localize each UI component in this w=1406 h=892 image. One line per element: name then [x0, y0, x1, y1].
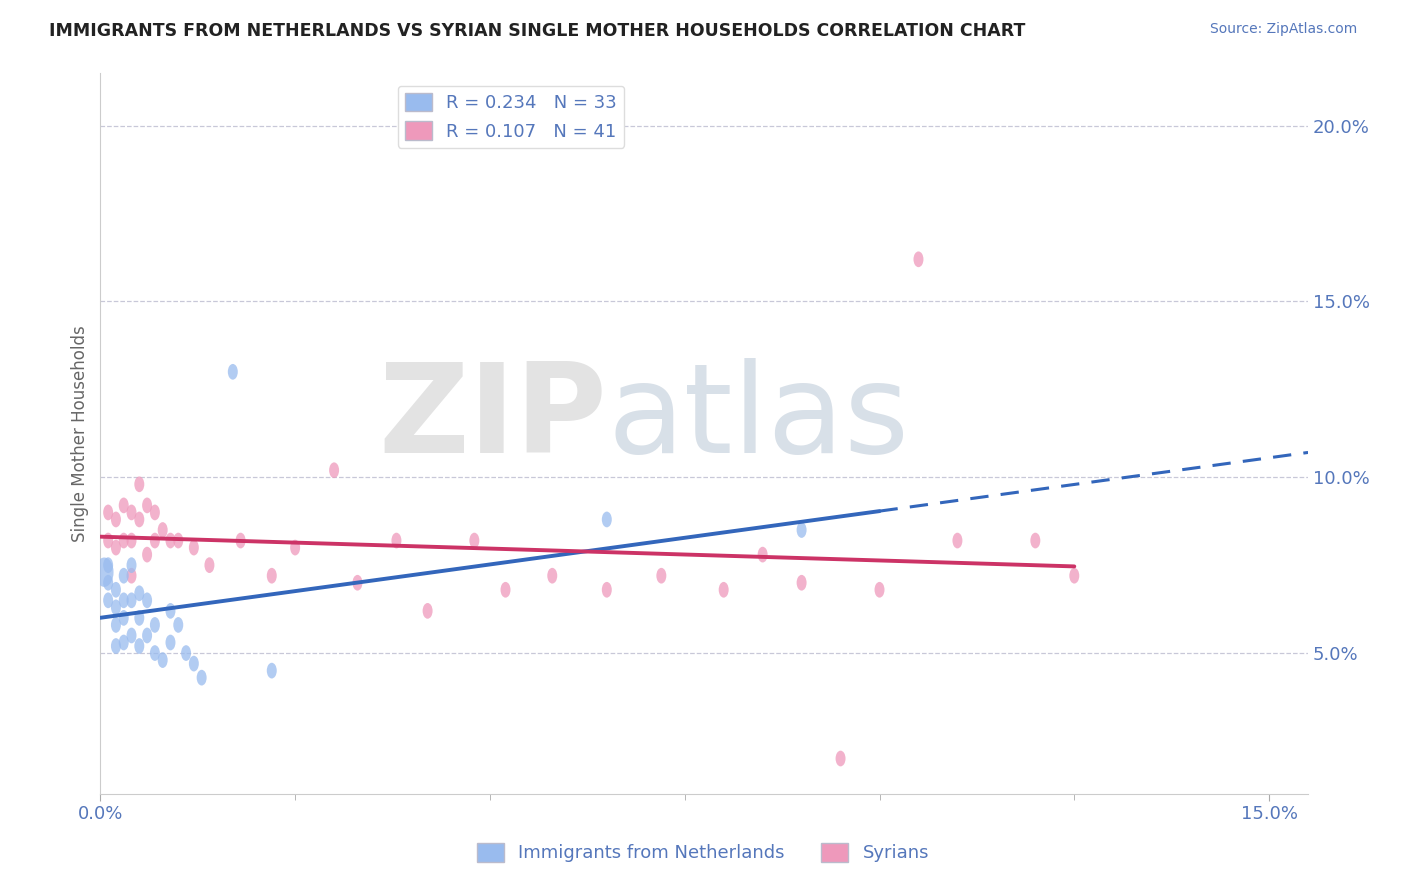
Ellipse shape: [135, 476, 145, 492]
Ellipse shape: [127, 558, 136, 573]
Ellipse shape: [875, 582, 884, 598]
Ellipse shape: [1070, 568, 1080, 583]
Ellipse shape: [111, 512, 121, 527]
Ellipse shape: [914, 252, 924, 268]
Text: ZIP: ZIP: [378, 359, 607, 479]
Ellipse shape: [181, 645, 191, 661]
Ellipse shape: [150, 505, 160, 520]
Ellipse shape: [353, 574, 363, 591]
Ellipse shape: [127, 533, 136, 549]
Ellipse shape: [329, 462, 339, 478]
Ellipse shape: [96, 558, 114, 587]
Ellipse shape: [547, 568, 557, 583]
Ellipse shape: [150, 645, 160, 661]
Ellipse shape: [127, 568, 136, 583]
Ellipse shape: [602, 582, 612, 598]
Ellipse shape: [1031, 533, 1040, 549]
Ellipse shape: [142, 628, 152, 643]
Ellipse shape: [103, 505, 112, 520]
Ellipse shape: [111, 617, 121, 632]
Ellipse shape: [228, 364, 238, 380]
Ellipse shape: [173, 617, 183, 632]
Ellipse shape: [173, 533, 183, 549]
Ellipse shape: [135, 638, 145, 654]
Ellipse shape: [423, 603, 433, 619]
Ellipse shape: [197, 670, 207, 686]
Ellipse shape: [718, 582, 728, 598]
Ellipse shape: [118, 634, 129, 650]
Ellipse shape: [142, 547, 152, 563]
Ellipse shape: [391, 533, 402, 549]
Ellipse shape: [135, 610, 145, 626]
Ellipse shape: [758, 547, 768, 563]
Ellipse shape: [111, 599, 121, 615]
Ellipse shape: [118, 568, 129, 583]
Ellipse shape: [118, 592, 129, 608]
Ellipse shape: [797, 574, 807, 591]
Ellipse shape: [188, 540, 198, 556]
Ellipse shape: [150, 533, 160, 549]
Ellipse shape: [188, 656, 198, 672]
Ellipse shape: [103, 592, 112, 608]
Ellipse shape: [127, 592, 136, 608]
Ellipse shape: [470, 533, 479, 549]
Ellipse shape: [142, 592, 152, 608]
Text: Source: ZipAtlas.com: Source: ZipAtlas.com: [1209, 22, 1357, 37]
Ellipse shape: [166, 634, 176, 650]
Ellipse shape: [142, 498, 152, 513]
Ellipse shape: [835, 751, 845, 766]
Ellipse shape: [166, 533, 176, 549]
Ellipse shape: [657, 568, 666, 583]
Ellipse shape: [236, 533, 246, 549]
Ellipse shape: [952, 533, 963, 549]
Ellipse shape: [127, 505, 136, 520]
Legend: R = 0.234   N = 33, R = 0.107   N = 41: R = 0.234 N = 33, R = 0.107 N = 41: [398, 86, 624, 148]
Text: IMMIGRANTS FROM NETHERLANDS VS SYRIAN SINGLE MOTHER HOUSEHOLDS CORRELATION CHART: IMMIGRANTS FROM NETHERLANDS VS SYRIAN SI…: [49, 22, 1025, 40]
Ellipse shape: [118, 610, 129, 626]
Text: atlas: atlas: [607, 359, 910, 479]
Ellipse shape: [103, 558, 112, 573]
Y-axis label: Single Mother Households: Single Mother Households: [72, 325, 89, 541]
Ellipse shape: [157, 652, 167, 668]
Ellipse shape: [127, 628, 136, 643]
Ellipse shape: [204, 558, 215, 573]
Ellipse shape: [157, 522, 167, 538]
Ellipse shape: [166, 603, 176, 619]
Ellipse shape: [111, 638, 121, 654]
Ellipse shape: [135, 512, 145, 527]
Ellipse shape: [111, 540, 121, 556]
Ellipse shape: [290, 540, 299, 556]
Ellipse shape: [267, 663, 277, 679]
Ellipse shape: [135, 585, 145, 601]
Ellipse shape: [267, 568, 277, 583]
Ellipse shape: [501, 582, 510, 598]
Ellipse shape: [103, 574, 112, 591]
Ellipse shape: [118, 533, 129, 549]
Legend: Immigrants from Netherlands, Syrians: Immigrants from Netherlands, Syrians: [470, 836, 936, 870]
Ellipse shape: [103, 533, 112, 549]
Ellipse shape: [111, 582, 121, 598]
Ellipse shape: [150, 617, 160, 632]
Ellipse shape: [602, 512, 612, 527]
Ellipse shape: [797, 522, 807, 538]
Ellipse shape: [118, 498, 129, 513]
